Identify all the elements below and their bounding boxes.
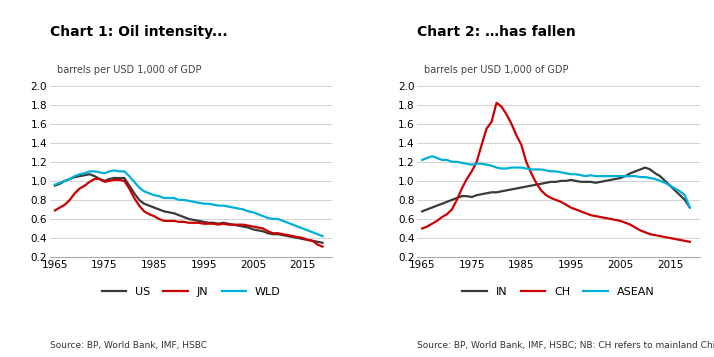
JN [51, 208, 59, 212]
US [318, 241, 327, 245]
WLD [313, 232, 322, 236]
WLD [81, 171, 89, 175]
CH [418, 226, 426, 231]
CH [468, 169, 476, 174]
JN [120, 179, 129, 183]
US [105, 177, 114, 181]
Legend: US, JN, WLD: US, JN, WLD [101, 287, 281, 297]
IN [483, 191, 491, 195]
JN [155, 217, 164, 221]
ASEAN [453, 160, 461, 164]
IN [641, 165, 650, 170]
IN [418, 209, 426, 213]
ASEAN [685, 205, 694, 210]
JN [90, 177, 99, 181]
US [155, 207, 164, 212]
CH [448, 207, 456, 212]
Legend: IN, CH, ASEAN: IN, CH, ASEAN [463, 287, 655, 297]
US [120, 176, 129, 180]
ASEAN [522, 166, 531, 171]
Text: barrels per USD 1,000 of GDP: barrels per USD 1,000 of GDP [424, 65, 569, 75]
Text: Chart 1: Oil intensity...: Chart 1: Oil intensity... [50, 25, 228, 39]
US [86, 172, 94, 176]
Line: IN: IN [422, 167, 690, 211]
ASEAN [473, 162, 481, 166]
ASEAN [418, 158, 426, 162]
ASEAN [660, 181, 669, 185]
WLD [110, 168, 119, 172]
Text: Source: BP, World Bank, IMF, HSBC; NB: CH refers to mainland China: Source: BP, World Bank, IMF, HSBC; NB: C… [417, 341, 714, 350]
IN [660, 179, 669, 183]
ASEAN [487, 164, 496, 168]
IN [685, 205, 694, 210]
JN [318, 245, 327, 249]
Line: JN: JN [55, 179, 323, 247]
CH [680, 239, 689, 243]
CH [492, 101, 501, 105]
ASEAN [428, 154, 436, 158]
IN [517, 185, 526, 190]
CH [483, 126, 491, 131]
US [51, 183, 59, 188]
JN [293, 235, 302, 239]
WLD [155, 194, 164, 198]
WLD [318, 234, 327, 238]
US [313, 240, 322, 244]
WLD [120, 169, 129, 174]
Text: Source: BP, World Bank, IMF, HSBC: Source: BP, World Bank, IMF, HSBC [50, 341, 207, 350]
Line: ASEAN: ASEAN [422, 156, 690, 207]
IN [468, 195, 476, 199]
Line: WLD: WLD [55, 170, 323, 236]
US [293, 236, 302, 240]
IN [448, 198, 456, 202]
Line: US: US [55, 174, 323, 243]
WLD [51, 182, 59, 187]
Line: CH: CH [422, 103, 690, 242]
JN [81, 183, 89, 188]
CH [522, 160, 531, 164]
JN [105, 179, 114, 183]
CH [685, 240, 694, 244]
WLD [293, 225, 302, 229]
WLD [100, 171, 109, 175]
US [81, 173, 89, 177]
Text: Chart 2: …has fallen: Chart 2: …has fallen [417, 25, 576, 39]
ASEAN [680, 193, 689, 197]
JN [313, 242, 322, 247]
Text: barrels per USD 1,000 of GDP: barrels per USD 1,000 of GDP [57, 65, 201, 75]
CH [660, 235, 669, 239]
IN [680, 198, 689, 202]
